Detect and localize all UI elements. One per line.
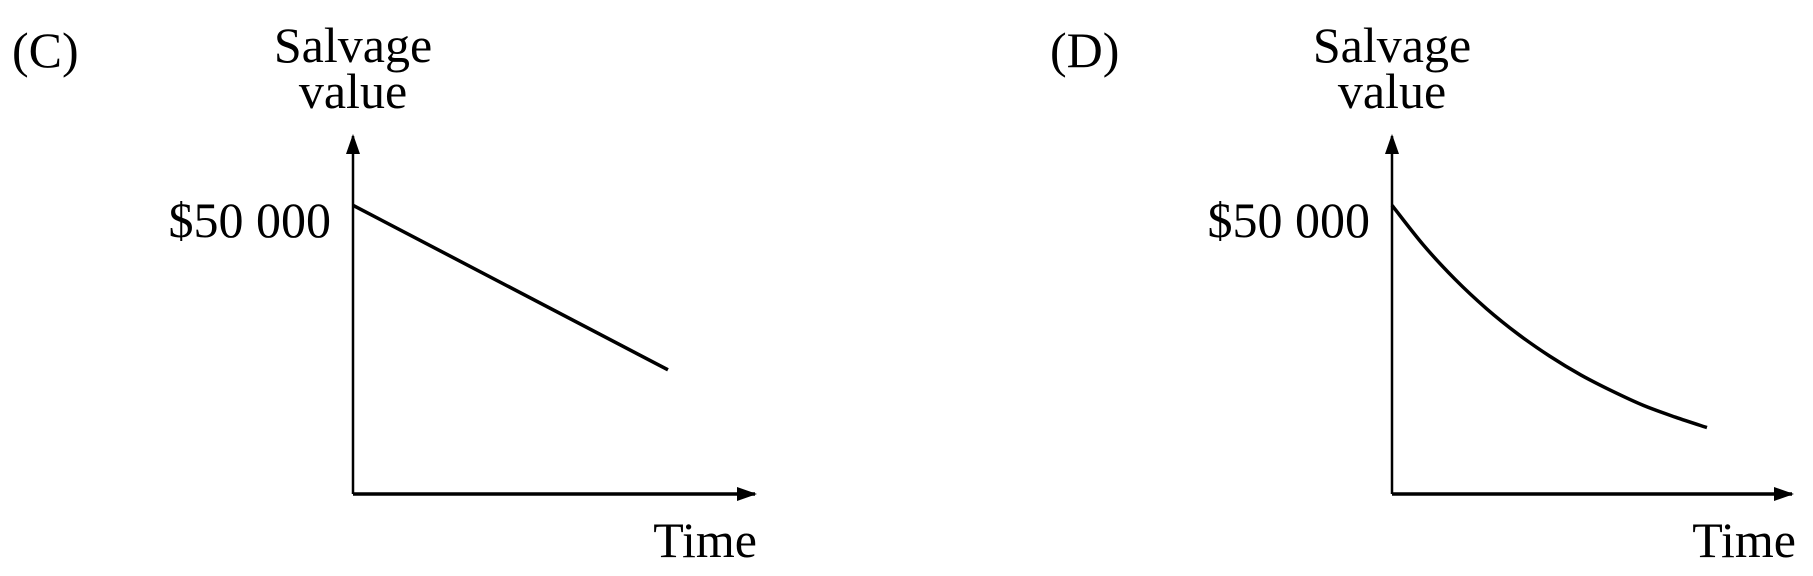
y-axis-label-line1: Salvage: [1313, 17, 1471, 73]
y-axis-label-line1: Salvage: [274, 17, 432, 73]
panel-c: (C) Salvage value $50 000 Time: [12, 17, 757, 568]
y-tick-label: $50 000: [169, 192, 332, 248]
y-axis-label-line2: value: [299, 63, 407, 119]
series-line: [352, 203, 669, 372]
panel-label: (D): [1050, 22, 1119, 78]
y-tick-label: $50 000: [1208, 192, 1371, 248]
y-axis-label-line2: value: [1338, 63, 1446, 119]
series-line: [1390, 204, 1708, 430]
x-axis-label: Time: [1692, 512, 1796, 568]
panel-d: (D) Salvage value $50 000 Time: [1050, 17, 1796, 568]
panel-label: (C): [12, 22, 79, 78]
x-axis-label: Time: [653, 512, 757, 568]
